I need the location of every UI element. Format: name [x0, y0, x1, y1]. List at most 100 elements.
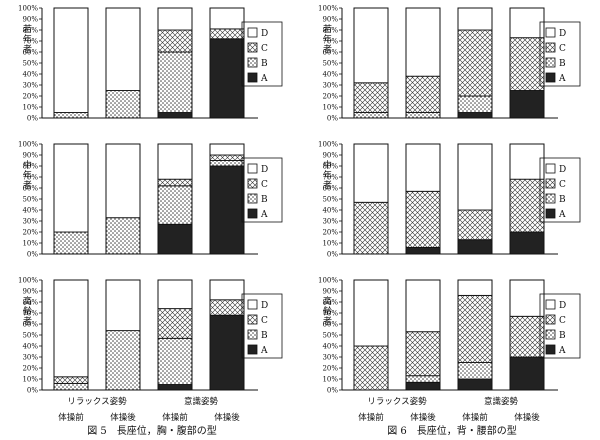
bar-label: 体操前	[358, 412, 384, 423]
legend-swatch-A	[545, 72, 556, 83]
bar-segment-C	[157, 178, 193, 187]
legend-swatch-C	[545, 42, 556, 53]
legend-swatch-B	[247, 329, 258, 340]
legend-swatch-A	[247, 208, 258, 219]
bar-segment-D	[53, 143, 89, 233]
bar-label: 体操前	[162, 412, 188, 423]
legend-label: B	[559, 59, 566, 69]
y-tick-label: 20%	[322, 229, 338, 237]
legend-swatch-D	[247, 27, 258, 38]
bar-segment-A	[405, 381, 441, 391]
bar-segment-D	[157, 7, 193, 31]
y-tick-label: 30%	[322, 354, 338, 362]
bar-segment-B	[105, 90, 141, 119]
legend-swatch-D	[247, 299, 258, 310]
bar-segment-D	[209, 279, 245, 301]
y-tick-label: 10%	[22, 240, 38, 248]
bar-label: 体操後	[214, 412, 240, 423]
y-tick-label: 80%	[322, 27, 338, 35]
legend-label: B	[559, 331, 566, 341]
bar-outline	[105, 7, 141, 119]
y-tick-label: 100%	[318, 141, 338, 149]
y-tick-label: 20%	[322, 365, 338, 373]
bar-segment-C	[157, 29, 193, 53]
bar-segment-B	[209, 160, 245, 167]
group-label: 意識姿勢	[184, 396, 219, 407]
y-tick-label: 10%	[322, 376, 338, 384]
legend-box	[241, 21, 283, 87]
y-tick-label: 30%	[22, 218, 38, 226]
y-tick-label: 30%	[22, 82, 38, 90]
chart-panel: 0% 10% 20% 30% 40% 50% 60% 70% 80% 90% 100%	[18, 141, 258, 259]
y-tick-label: 0%	[327, 387, 338, 395]
group-label: リラックス姿勢	[367, 396, 427, 407]
bar-outline	[353, 279, 389, 391]
y-tick-label: 90%	[22, 152, 38, 160]
bar-segment-C	[509, 37, 545, 91]
y-tick-label: 20%	[22, 365, 38, 373]
bar-segment-B	[405, 112, 441, 119]
bar-segment-A	[209, 38, 245, 119]
y-tick-label: 50%	[22, 196, 38, 204]
y-tick-label: 30%	[22, 354, 38, 362]
bar-segment-C	[457, 29, 493, 97]
legend-box	[539, 157, 581, 223]
y-tick-label: 70%	[22, 38, 38, 46]
legend-swatch-D	[247, 163, 258, 174]
bar-segment-A	[509, 90, 545, 119]
bar-label: 体操前	[462, 412, 488, 423]
legend-label: D	[261, 29, 268, 39]
y-tick-label: 10%	[22, 104, 38, 112]
y-tick-label: 70%	[322, 174, 338, 182]
y-tick-label: 50%	[322, 196, 338, 204]
y-tick-label: 70%	[22, 310, 38, 318]
bar-segment-D	[53, 279, 89, 378]
legend-swatch-A	[545, 208, 556, 219]
bar-segment-B	[457, 95, 493, 113]
bar-outline	[353, 7, 389, 119]
bar-segment-A	[157, 112, 193, 119]
y-tick-label: 80%	[22, 299, 38, 307]
y-tick-label: 90%	[22, 16, 38, 24]
y-tick-label: 70%	[322, 38, 338, 46]
bar-segment-C	[457, 209, 493, 241]
bar-outline	[157, 279, 193, 391]
y-tick-label: 50%	[322, 60, 338, 68]
bar-segment-D	[405, 279, 441, 333]
legend-label: C	[559, 44, 566, 54]
bar-outline	[405, 279, 441, 391]
bar-segment-C	[353, 82, 389, 113]
y-tick-label: 60%	[22, 321, 38, 329]
y-tick-label: 60%	[22, 185, 38, 193]
panel-label: 若年者	[21, 23, 32, 54]
bar-label: 体操後	[110, 412, 136, 423]
panel-label: 高齢者	[21, 295, 32, 326]
bar-outline	[509, 279, 545, 391]
y-tick-label: 40%	[22, 207, 38, 215]
bar-segment-D	[405, 7, 441, 77]
y-tick-label: 20%	[22, 93, 38, 101]
y-tick-label: 40%	[322, 71, 338, 79]
bar-outline	[509, 143, 545, 255]
y-tick-label: 40%	[322, 343, 338, 351]
bar-segment-A	[457, 378, 493, 391]
legend-label: B	[559, 195, 566, 205]
bar-segment-D	[209, 7, 245, 30]
y-tick-label: 0%	[327, 115, 338, 123]
legend-label: A	[260, 346, 268, 356]
y-tick-label: 50%	[22, 60, 38, 68]
bar-outline	[157, 7, 193, 119]
legend-label: D	[559, 301, 566, 311]
bar-segment-C	[353, 345, 389, 391]
y-tick-label: 90%	[322, 16, 338, 24]
bar-segment-A	[405, 246, 441, 255]
y-tick-label: 100%	[18, 5, 38, 13]
bar-segment-C	[405, 75, 441, 113]
panel-label: 中年者	[321, 159, 332, 190]
legend-label: C	[261, 44, 268, 54]
bar-outline	[457, 279, 493, 391]
